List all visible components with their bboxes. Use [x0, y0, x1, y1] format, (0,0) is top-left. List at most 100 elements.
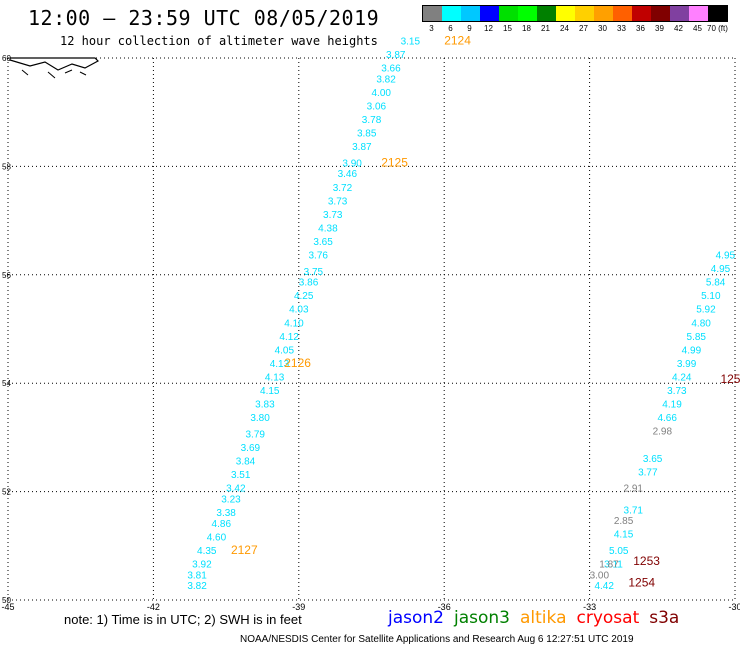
wave-height-value: 3.72 — [333, 183, 353, 194]
legend-label: 42 — [674, 24, 683, 33]
wave-height-value: 4.60 — [207, 532, 227, 543]
satellite-cryosat: cryosat — [576, 608, 640, 628]
wave-height-value: 3.87 — [352, 142, 372, 153]
wave-height-value: 4.80 — [691, 318, 711, 329]
wave-height-value: 4.95 — [711, 264, 731, 275]
pass-number-label: 2125 — [381, 155, 408, 169]
wave-height-value: 3.65 — [313, 237, 333, 248]
legend-label: 24 — [560, 24, 569, 33]
lat-tick-label: 56 — [2, 271, 11, 280]
legend-color-bar — [422, 5, 728, 22]
lon-tick-label: -36 — [438, 602, 451, 612]
legend-swatch — [461, 6, 480, 21]
wave-height-value: 4.42 — [594, 581, 614, 592]
wave-height-value: 4.25 — [294, 291, 314, 302]
legend-swatch — [651, 6, 670, 21]
legend-label: 21 — [541, 24, 550, 33]
legend-swatch — [575, 6, 594, 21]
wave-height-value: 4.38 — [318, 223, 338, 234]
legend-swatch — [442, 6, 461, 21]
units-note: note: 1) Time is in UTC; 2) SWH is in fe… — [64, 612, 302, 627]
wave-height-value: 3.75 — [304, 267, 324, 278]
legend-labels: 3 6 9 12 15 18 21 24 27 30 33 36 39 42 45 70 (ft) — [422, 24, 728, 33]
lon-tick-label: -30 — [728, 602, 740, 612]
wave-height-value: 3.66 — [381, 64, 401, 75]
map-title: 12:00 – 23:59 UTC 08/05/2019 — [28, 6, 380, 30]
lat-tick-label: 54 — [2, 379, 11, 388]
lat-tick-label: 60 — [2, 54, 11, 63]
wave-height-value: 4.95 — [716, 251, 736, 262]
wave-height-value: 4.13 — [265, 372, 285, 383]
legend-label: 70 (ft) — [707, 24, 728, 33]
wave-height-value: 3.85 — [357, 129, 377, 140]
color-legend: 3 6 9 12 15 18 21 24 27 30 33 36 39 42 45 70 (ft) — [422, 5, 728, 33]
wave-height-value: 3.65 — [643, 454, 663, 465]
legend-swatch — [613, 6, 632, 21]
footer-credit: NOAA/NESDIS Center for Satellite Applica… — [240, 634, 634, 645]
legend-swatch — [499, 6, 518, 21]
wave-height-value: 3.73 — [667, 386, 687, 397]
pass-number-label: 2124 — [444, 33, 471, 47]
wave-height-value: 3.84 — [236, 457, 256, 468]
wave-height-value: 3.73 — [328, 196, 348, 207]
satellite-s3a: s3a — [649, 608, 680, 628]
pass-number-label: 2126 — [284, 356, 311, 370]
wave-height-value: 3.92 — [192, 559, 212, 570]
wave-height-value: 3.46 — [338, 169, 358, 180]
legend-swatch — [708, 6, 727, 21]
wave-height-value: 5.10 — [701, 291, 721, 302]
coastline — [9, 57, 99, 71]
wave-height-value: 3.79 — [245, 429, 265, 440]
wave-height-value: 3.99 — [677, 359, 697, 370]
legend-label: 6 — [448, 24, 453, 33]
legend-swatch — [632, 6, 651, 21]
pass-number-label: 1253 — [633, 554, 660, 568]
wave-height-value: 3.15 — [401, 36, 421, 47]
legend-label: 45 — [693, 24, 702, 33]
lon-tick-label: -45 — [1, 602, 14, 612]
wave-height-value: 3.71 — [624, 505, 644, 516]
wave-height-value: 3.80 — [250, 413, 270, 424]
wave-height-value: 4.66 — [657, 413, 677, 424]
wave-height-value: 5.05 — [609, 546, 629, 557]
wave-height-value: 5.85 — [687, 332, 707, 343]
wave-height-value: 3.76 — [308, 251, 328, 262]
satellite-jason3: jason3 — [454, 608, 510, 628]
satellite-jason2: jason2 — [388, 608, 444, 628]
wave-height-value: 3.86 — [299, 278, 319, 289]
wave-height-value: 2.85 — [614, 516, 634, 527]
legend-swatch — [689, 6, 708, 21]
wave-height-value: 3.42 — [226, 484, 246, 495]
legend-label: 3 — [429, 24, 434, 33]
legend-swatch — [423, 6, 442, 21]
wave-height-value: 2.91 — [624, 484, 644, 495]
wave-height-value: 4.13 — [270, 359, 290, 370]
wave-height-value: 3.90 — [342, 158, 362, 169]
wave-height-value: 2.98 — [653, 427, 673, 438]
wave-height-value: 4.15 — [260, 386, 280, 397]
legend-label: 33 — [617, 24, 626, 33]
legend-swatch — [556, 6, 575, 21]
legend-label: 30 — [598, 24, 607, 33]
wave-height-value: 3.87 — [386, 50, 406, 61]
legend-swatch — [670, 6, 689, 21]
wave-height-value: 4.12 — [279, 332, 299, 343]
wave-height-value: 3.11 — [604, 559, 623, 570]
lon-tick-label: -39 — [292, 602, 305, 612]
lat-tick-label: 52 — [2, 488, 11, 497]
lat-tick-label: 58 — [2, 162, 11, 171]
wave-height-value: 4.99 — [682, 345, 702, 356]
wave-height-value: 4.15 — [614, 530, 634, 541]
wave-height-value: 5.84 — [706, 278, 726, 289]
lat-tick-label: 50 — [2, 596, 11, 605]
wave-height-value: 4.35 — [197, 546, 217, 557]
wave-height-value: 3.69 — [241, 443, 261, 454]
wave-height-value: 3.77 — [638, 467, 658, 478]
wave-height-value: 4.10 — [284, 318, 304, 329]
legend-swatch — [594, 6, 613, 21]
wave-height-value: 3.81 — [187, 570, 207, 581]
wave-height-value: 4.24 — [672, 372, 692, 383]
satellite-legend: jason2 jason3 altika cryosat s3a — [388, 608, 689, 628]
wave-height-value: 3.78 — [362, 115, 382, 126]
legend-swatch — [480, 6, 499, 21]
